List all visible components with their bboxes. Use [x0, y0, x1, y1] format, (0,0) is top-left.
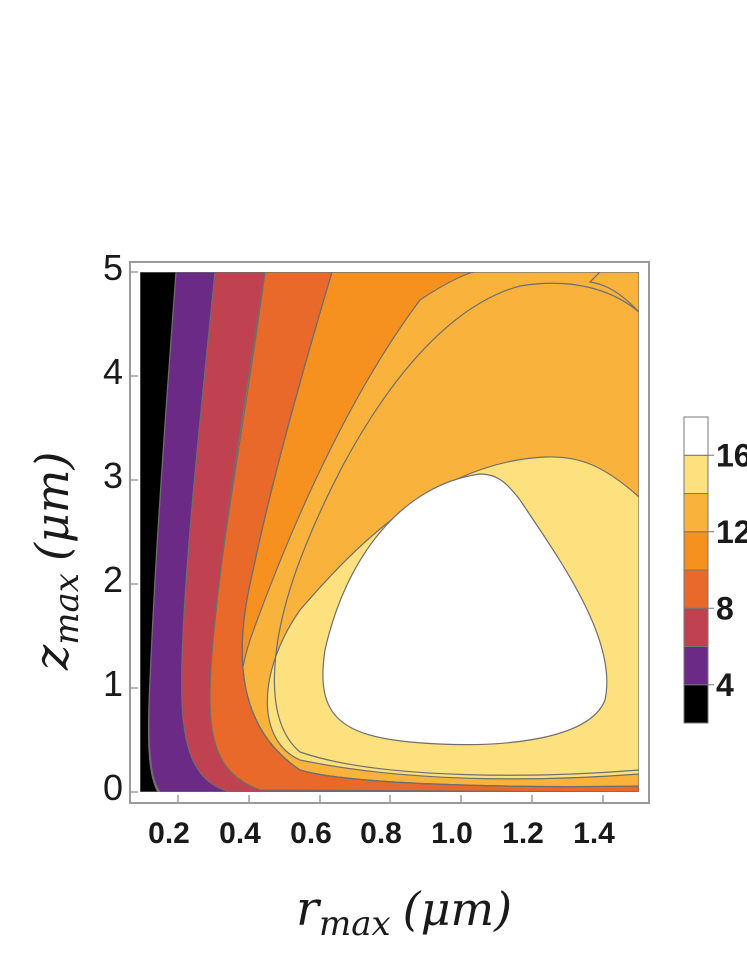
- band-below-4: [140, 272, 177, 792]
- y-tick-label: 5: [103, 247, 123, 288]
- colorbar-swatch: [683, 416, 709, 456]
- y-axis-label-sub: max: [47, 573, 87, 645]
- colorbar-swatch: [683, 684, 709, 724]
- y-tick-label: 1: [103, 663, 123, 704]
- contour-bands: [140, 272, 639, 792]
- colorbar-swatch: [683, 646, 709, 686]
- x-axis-label-main: r: [296, 881, 322, 937]
- x-tick-label: 1.2: [502, 817, 544, 850]
- x-tick-label: 0.2: [148, 817, 190, 850]
- colorbar-swatch: [683, 569, 709, 609]
- x-tick-label: 0.6: [290, 817, 332, 850]
- colorbar: 4 8 12 16: [683, 416, 747, 724]
- colorbar-swatch: [683, 493, 709, 533]
- y-tick-labels: 0 1 2 3 4 5: [103, 247, 123, 808]
- frame-ticks: [130, 271, 604, 803]
- x-tick-label: 0.4: [219, 817, 261, 850]
- x-axis-label-sub: max: [319, 904, 391, 944]
- colorbar-tick-label: 8: [716, 590, 734, 626]
- y-axis-label-main: z: [24, 644, 80, 671]
- contour-line-12: [241, 272, 639, 788]
- colorbar-swatch: [683, 454, 709, 494]
- x-tick-label: 1.4: [573, 817, 615, 850]
- y-tick-label: 3: [103, 455, 123, 496]
- y-axis-label: zmax (μm): [24, 452, 87, 671]
- y-axis-label-unit: (μm): [25, 452, 79, 561]
- colorbar-tick-label: 16: [716, 437, 747, 473]
- x-tick-labels: 0.2 0.4 0.6 0.8 1.0 1.2 1.4: [148, 817, 615, 850]
- contour-line-14: [273, 282, 639, 776]
- colorbar-tick-label: 4: [716, 667, 734, 703]
- colorbar-swatch: [683, 531, 709, 571]
- y-tick-label: 0: [103, 767, 123, 808]
- x-axis-label-unit: (μm): [403, 882, 512, 936]
- x-tick-label: 1.0: [431, 817, 473, 850]
- x-tick-label: 0.8: [360, 817, 402, 850]
- x-axis-label: rmax (μm): [296, 881, 512, 944]
- colorbar-tick-label: 12: [716, 514, 747, 550]
- band-above-16: [322, 473, 608, 746]
- y-tick-label: 2: [103, 559, 123, 600]
- y-tick-label: 4: [103, 351, 123, 392]
- colorbar-swatch: [683, 607, 709, 647]
